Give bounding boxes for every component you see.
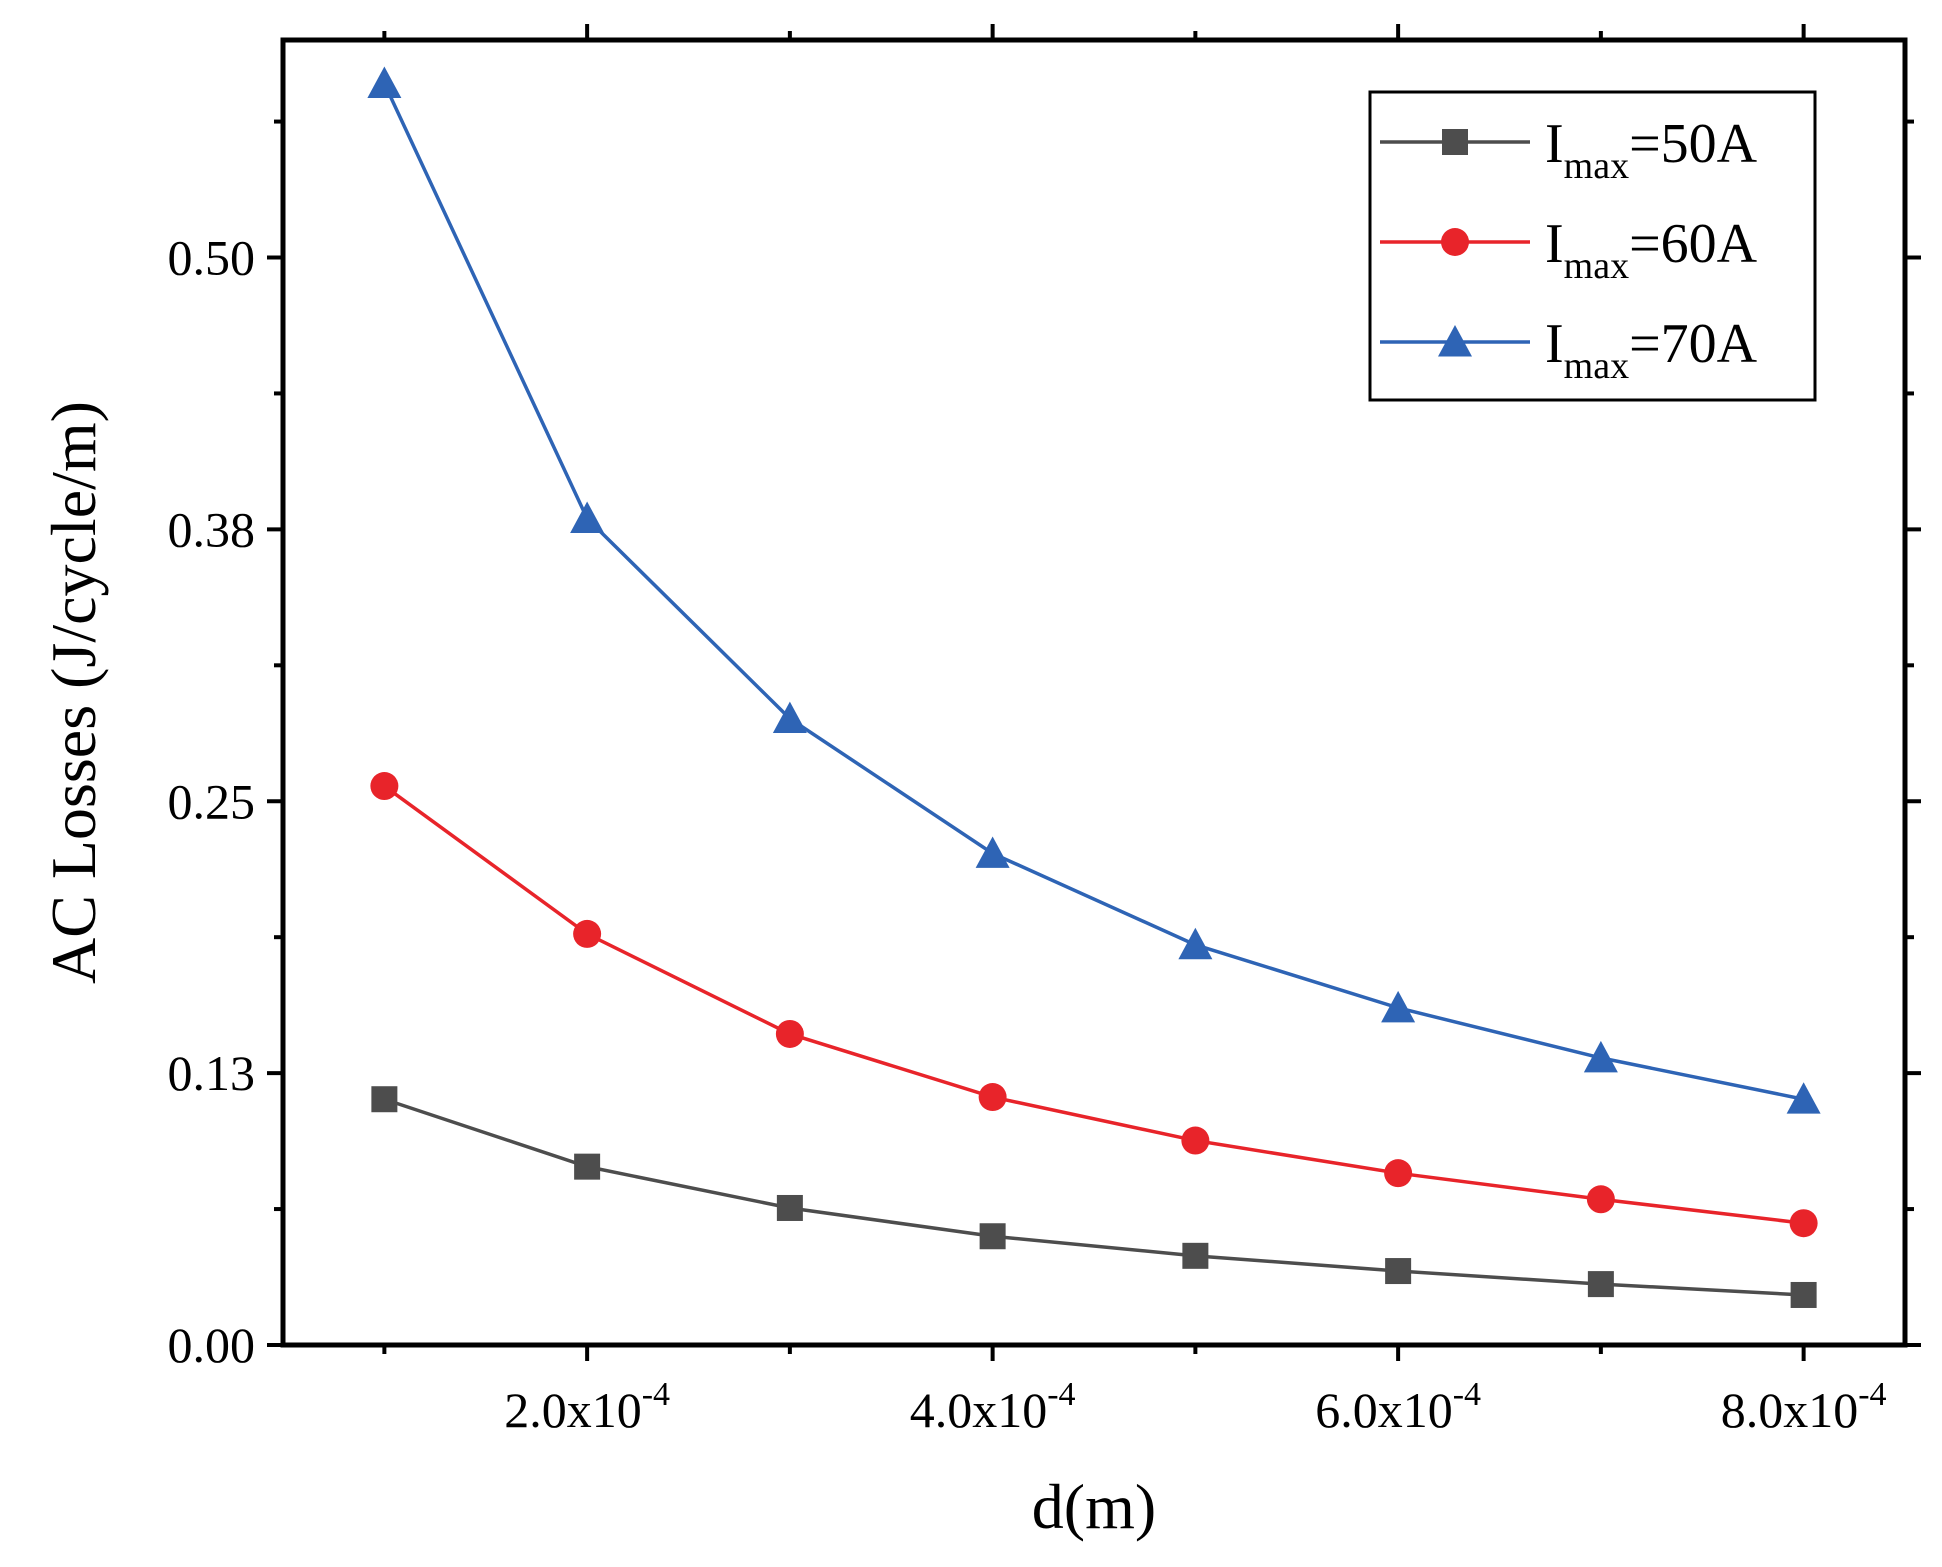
data-point [979,1223,1006,1250]
data-point [573,919,602,948]
x-axis-title: d(m) [1032,1471,1156,1542]
x-tick-exponent: -4 [1453,1376,1481,1413]
data-point [370,772,399,801]
data-point [1385,1258,1412,1285]
legend-label-tail: =70A [1629,313,1758,375]
legend-label-sub: max [1564,345,1629,387]
y-tick-label: 0.13 [168,1045,256,1101]
legend-label: Imax=70A [1545,313,1758,387]
data-point [1786,1082,1821,1114]
x-tick-mantissa: 4.0x10 [910,1382,1048,1438]
legend-marker [1438,325,1472,357]
y-tick-label: 0.25 [168,773,256,829]
data-point [1178,927,1213,960]
plot-frame [280,37,1908,1348]
series-circle [370,772,1818,1238]
legend-label: Imax=60A [1545,213,1758,287]
data-point [1587,1271,1614,1298]
series-line [382,82,1804,1101]
x-tick-label: 4.0x10-4 [910,1376,1076,1438]
data-point [570,501,605,533]
x-tick-mantissa: 2.0x10 [504,1382,642,1438]
legend-label-tail: =50A [1629,113,1758,175]
legend-label: Imax=50A [1545,113,1758,187]
legend-label-main: I [1545,113,1564,175]
data-point [775,1019,804,1048]
x-tick-exponent: -4 [1858,1376,1886,1413]
x-tick-label: 8.0x10-4 [1721,1376,1887,1438]
data-point [1790,1281,1817,1308]
legend-marker [1441,228,1469,256]
series-line [383,1097,1804,1297]
x-tick-label: 2.0x10-4 [504,1376,670,1438]
legend-item: Imax=70A [1380,313,1758,387]
data-point [975,836,1010,868]
x-tick-exponent: -4 [1047,1376,1075,1413]
y-tick-label: 0.50 [168,230,256,286]
data-point [978,1083,1007,1112]
data-point [772,701,807,734]
legend-label-sub: max [1564,245,1629,287]
data-point [371,1086,398,1113]
y-tick-label: 0.38 [168,501,256,557]
data-point [1182,1242,1209,1269]
plot-area [367,66,1821,1308]
axes: 0.000.130.250.380.502.0x10-4 4.0x10-4 6.0x… [168,24,1921,1438]
legend-label-sub: max [1564,145,1629,187]
x-tick-mantissa: 6.0x10 [1315,1382,1453,1438]
legend-label-tail: =60A [1629,213,1758,275]
series-square [371,1086,1817,1308]
data-point [776,1194,803,1221]
series-line [383,784,1804,1225]
series-triangle [367,66,1821,1114]
x-tick-mantissa: 8.0x10 [1721,1382,1859,1438]
y-tick-label: 0.00 [168,1317,256,1373]
legend-item: Imax=60A [1380,213,1758,287]
data-point [1789,1209,1818,1238]
legend-label-main: I [1545,213,1564,275]
legend-marker [1442,129,1468,155]
data-point [1384,1159,1413,1188]
legend-item: Imax=50A [1380,113,1758,187]
x-tick-exponent: -4 [642,1376,670,1413]
data-point [574,1153,601,1180]
data-point [1381,990,1416,1023]
data-point [1181,1126,1210,1155]
y-axis-title: AC Losses (J/cycle/m) [38,401,109,984]
x-tick-label: 6.0x10-4 [1315,1376,1481,1438]
legend-label-main: I [1545,313,1564,375]
data-point [1586,1185,1615,1214]
data-point [367,66,402,98]
data-point [1583,1040,1618,1073]
